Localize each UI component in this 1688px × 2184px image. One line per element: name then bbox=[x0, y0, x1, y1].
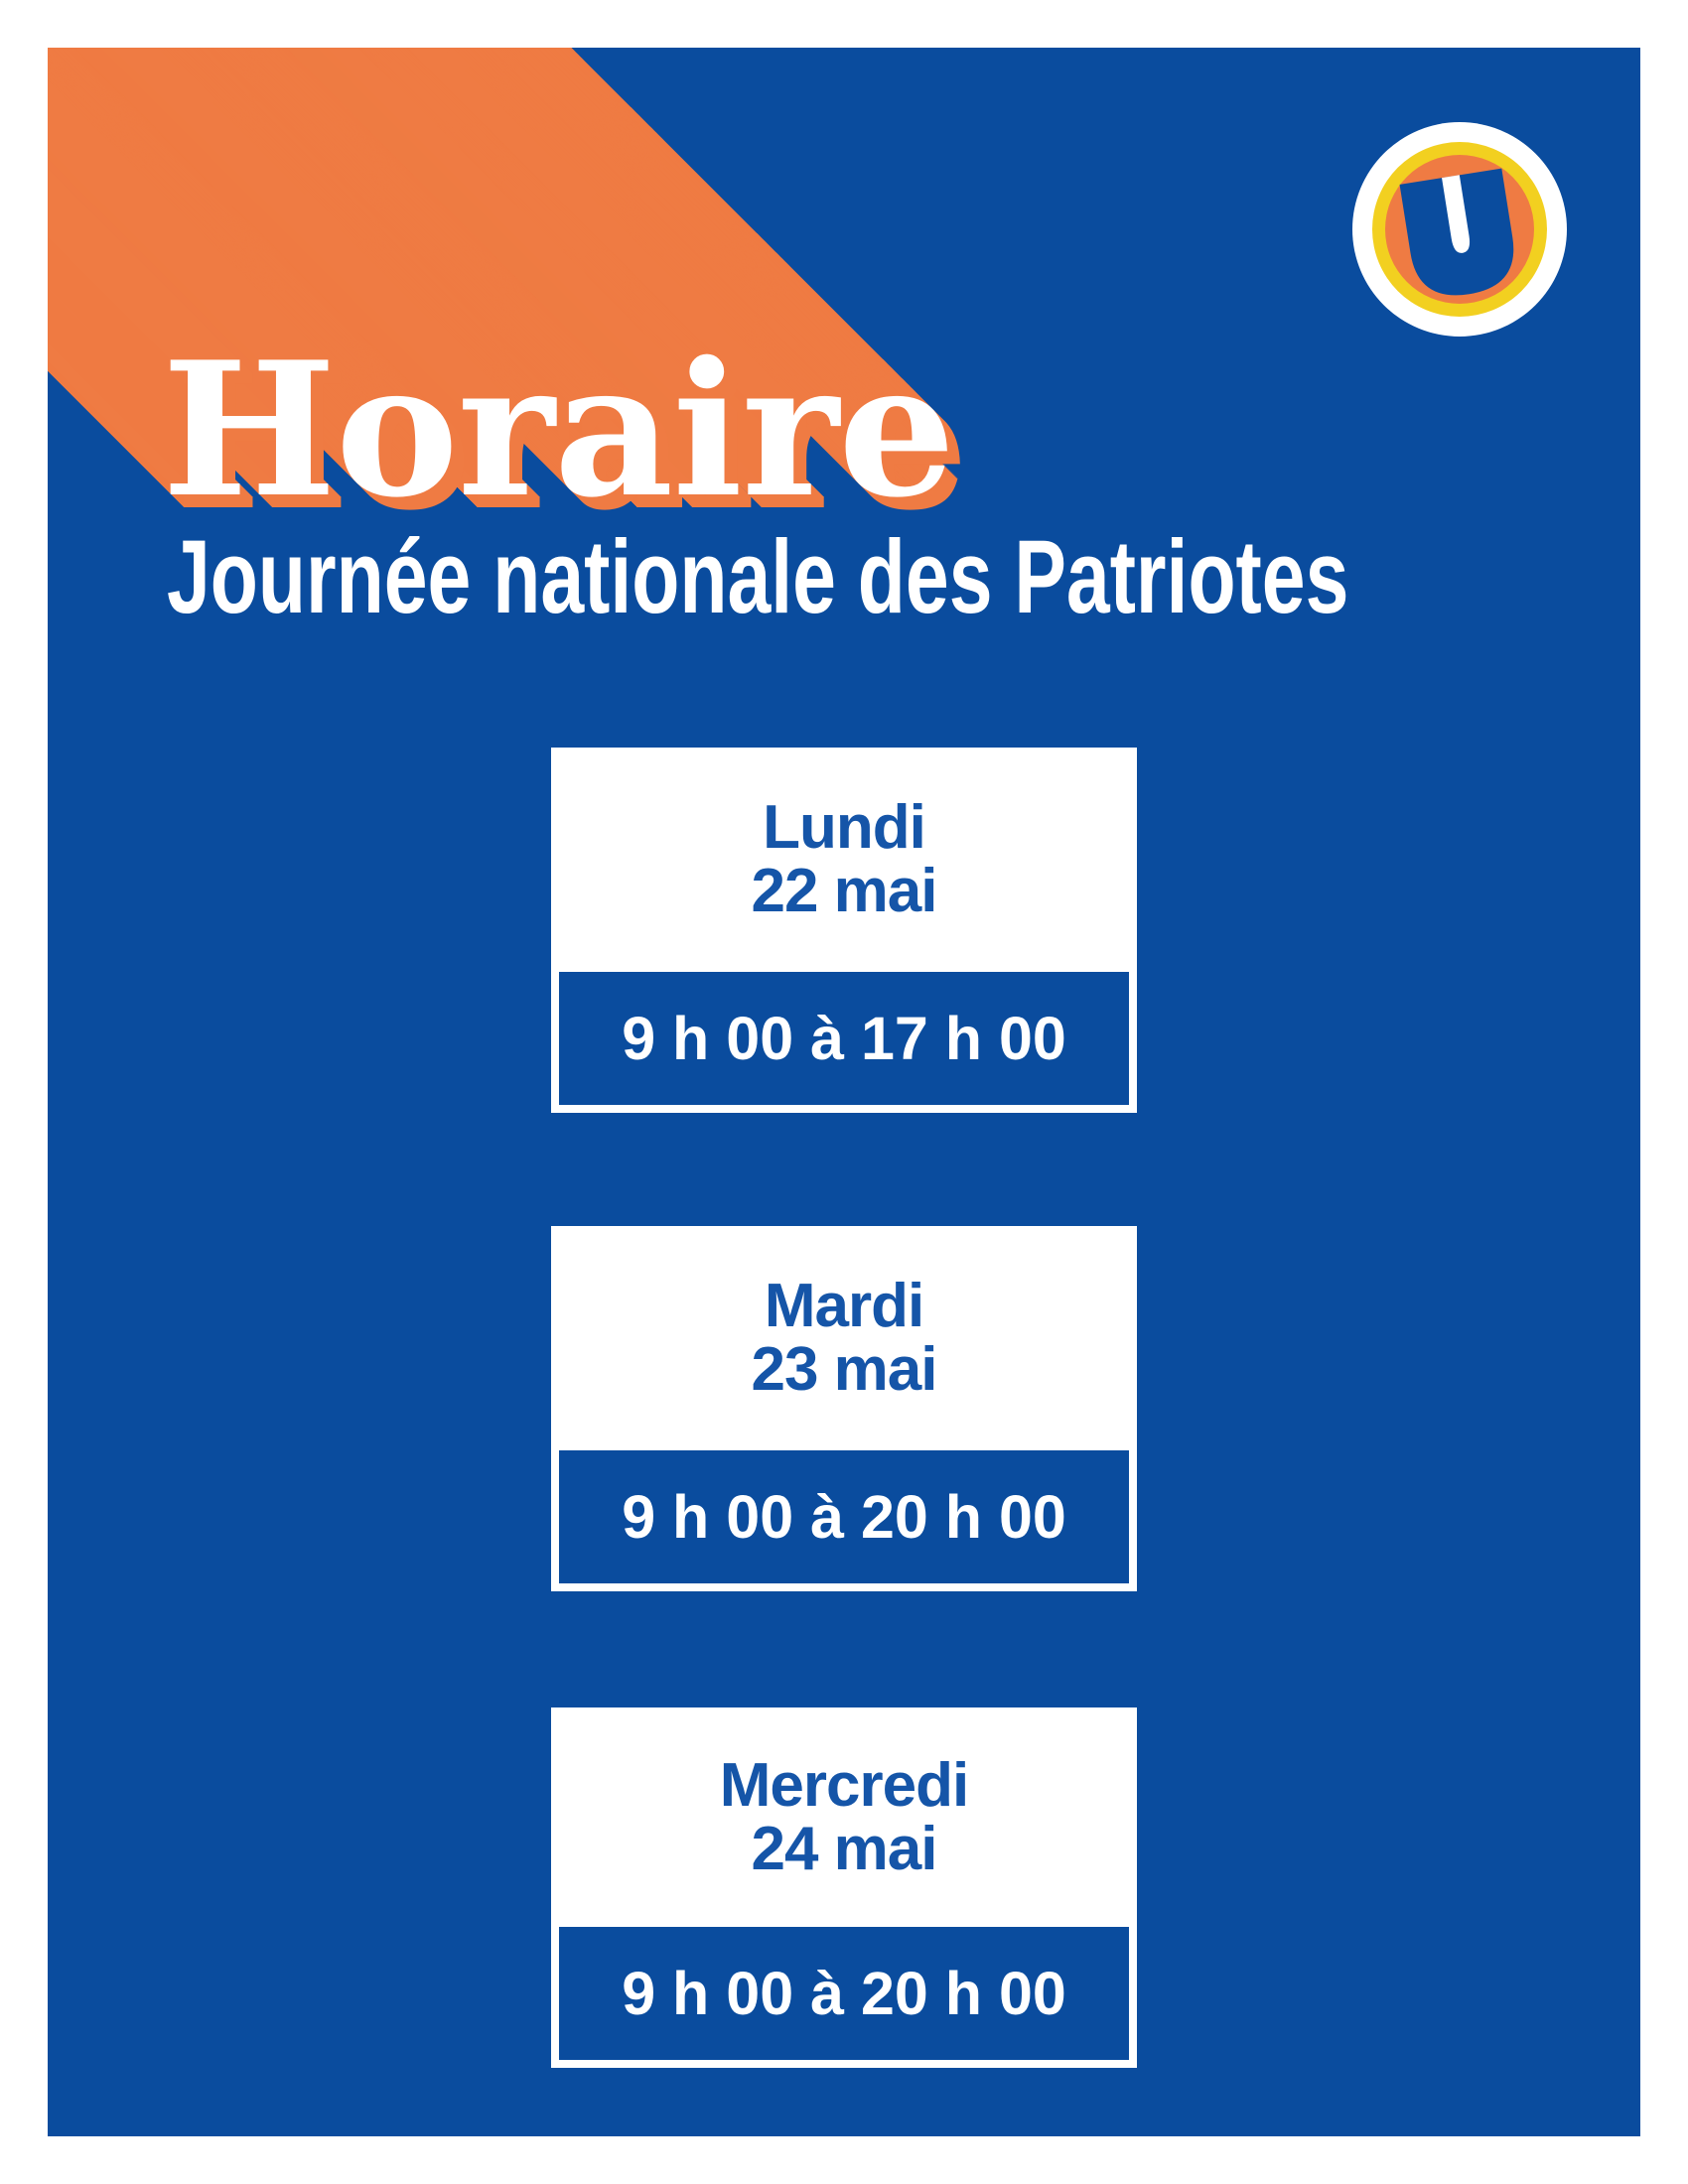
day-area: Mercredi 24 mai bbox=[551, 1707, 1137, 1927]
day-area: Lundi 22 mai bbox=[551, 748, 1137, 972]
day-label: Lundi bbox=[763, 793, 926, 863]
logo-u-letter bbox=[1399, 168, 1514, 296]
schedule-card-wednesday: Mercredi 24 mai 9 h 00 à 20 h 00 bbox=[551, 1707, 1137, 2068]
hours-badge: 9 h 00 à 20 h 00 bbox=[559, 1927, 1129, 2060]
date-label: 22 mai bbox=[751, 857, 937, 925]
u-brand-logo-icon bbox=[1352, 122, 1567, 337]
poster-background: Horaire Journée nationale des Patriotes … bbox=[48, 48, 1640, 2136]
hours-badge: 9 h 00 à 20 h 00 bbox=[559, 1450, 1129, 1583]
date-label: 24 mai bbox=[751, 1814, 937, 1883]
day-label: Mercredi bbox=[719, 1750, 969, 1820]
day-label: Mardi bbox=[764, 1272, 924, 1341]
date-label: 23 mai bbox=[751, 1335, 937, 1404]
hours-badge: 9 h 00 à 17 h 00 bbox=[559, 972, 1129, 1105]
page-title: Horaire bbox=[162, 321, 955, 538]
day-area: Mardi 23 mai bbox=[551, 1226, 1137, 1450]
page-subtitle: Journée nationale des Patriotes bbox=[167, 519, 1349, 635]
schedule-card-monday: Lundi 22 mai 9 h 00 à 17 h 00 bbox=[551, 748, 1137, 1113]
schedule-card-tuesday: Mardi 23 mai 9 h 00 à 20 h 00 bbox=[551, 1226, 1137, 1591]
